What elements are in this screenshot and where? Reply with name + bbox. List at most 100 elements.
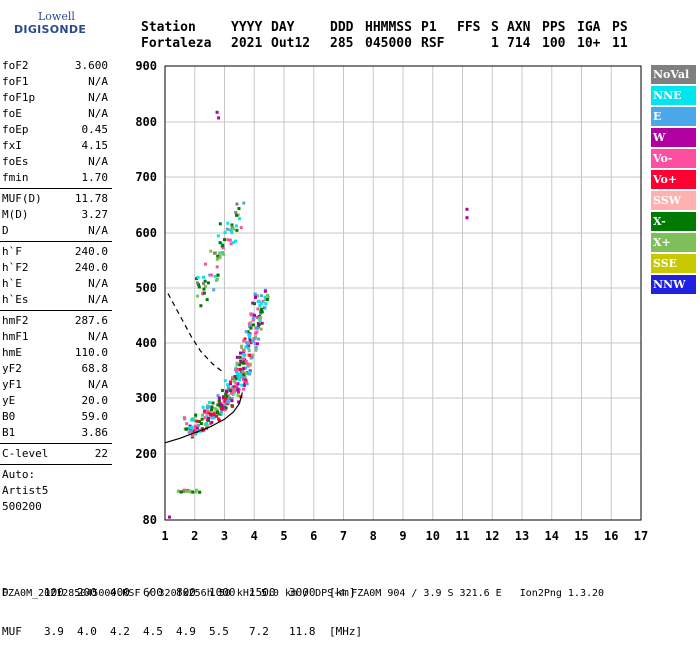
param-value: 287.6 <box>74 314 108 327</box>
echo-point <box>255 342 259 346</box>
echo-point <box>238 217 242 221</box>
echo-point <box>218 222 222 226</box>
param-row-foEs: foEs N/A <box>0 154 112 170</box>
echo-point <box>249 356 253 360</box>
echo-point <box>263 306 267 310</box>
note-text: Auto: <box>2 468 36 481</box>
echo-point <box>205 424 209 428</box>
echo-point <box>259 307 263 311</box>
param-name: h`F <box>2 245 22 258</box>
echo-point <box>218 241 222 245</box>
x-tick-label: 15 <box>574 529 588 543</box>
echo-point <box>182 488 186 492</box>
muf-distance-table: D 100 200 400 600 800 1000 1500 3000 [km… <box>2 560 362 651</box>
header-value: 11 <box>612 36 628 51</box>
echo-point <box>190 434 194 438</box>
echo-point <box>199 304 203 308</box>
echo-point <box>216 273 220 277</box>
header-value: Out12 <box>271 36 311 51</box>
y-tick-label: 400 <box>135 336 157 350</box>
ionogram-plot: 1 2 3 4 5 6 7 8 9 10 11 12 13 14 15 16 17802003004005006… <box>135 59 648 543</box>
station-header: Station YYYY DAY DDD HHMMSS P1 FFS S AXN… <box>141 20 637 52</box>
echo-point <box>247 349 251 353</box>
echo-point <box>239 351 243 355</box>
param-row-md: M(D) 3.27 <box>0 207 112 223</box>
echo-point <box>259 294 263 298</box>
header-value: 714 <box>507 36 531 51</box>
echo-point <box>235 361 239 365</box>
echo-point <box>251 301 255 305</box>
y-tick-label: 500 <box>135 281 157 295</box>
param-row-hf: h`F 240.0 <box>0 244 112 260</box>
echo-point <box>215 277 219 281</box>
echo-point <box>256 299 260 303</box>
echo-point <box>201 413 205 417</box>
muf-value: 7.2 <box>249 625 269 638</box>
echo-point <box>246 330 250 334</box>
echo-point <box>255 330 259 334</box>
echo-point <box>249 326 253 330</box>
x-tick-label: 17 <box>634 529 648 543</box>
distance-value: 1000 <box>209 586 236 599</box>
echo-point <box>191 417 195 421</box>
echo-point <box>243 337 247 341</box>
echo-point <box>232 227 236 231</box>
echo-point <box>217 419 221 423</box>
echo-point <box>195 488 199 492</box>
echo-point <box>253 336 257 340</box>
echo-point <box>220 410 224 414</box>
echo-point <box>232 379 236 383</box>
isolated-echo-point <box>465 216 469 220</box>
echo-point <box>261 299 265 303</box>
echo-point <box>226 383 230 387</box>
param-name: yE <box>2 394 16 407</box>
echo-point <box>183 416 187 420</box>
echo-point <box>176 489 180 493</box>
echo-point <box>233 385 237 389</box>
echo-point <box>217 399 221 403</box>
param-name: MUF(D) <box>2 192 42 205</box>
echo-point <box>218 404 222 408</box>
echo-point <box>212 288 216 292</box>
echo-point <box>206 409 210 413</box>
echo-point <box>257 337 261 341</box>
autoscale-note: 500200 <box>0 499 112 515</box>
header-label: PS <box>612 20 628 35</box>
distance-value: 400 <box>110 586 130 599</box>
param-name: h`F2 <box>2 261 29 274</box>
echo-point <box>244 345 248 349</box>
echo-point <box>238 372 242 376</box>
muf-value: 4.9 <box>176 625 196 638</box>
echo-point <box>189 429 193 433</box>
echo-point <box>234 239 238 243</box>
param-value: 3.27 <box>81 208 109 221</box>
distance-value: 100 <box>44 586 64 599</box>
param-row-mufd: MUF(D) 11.78 <box>0 191 112 207</box>
header-value: 2021 <box>231 36 263 51</box>
echo-point <box>220 404 224 408</box>
echo-point <box>185 490 189 494</box>
echo-point <box>259 327 263 331</box>
header-value: 285 <box>330 36 354 51</box>
param-name: foF1 <box>2 75 29 88</box>
echo-point <box>230 223 234 227</box>
echo-point <box>259 316 263 320</box>
echo-point <box>240 369 244 373</box>
param-name: foF2 <box>2 59 29 72</box>
echo-point <box>229 380 233 384</box>
isolated-echo-point <box>217 116 221 120</box>
legend-item-sse: SSE <box>651 254 696 273</box>
param-row-yf2: yF2 68.8 <box>0 361 112 377</box>
echo-point <box>241 378 245 382</box>
echo-point <box>253 292 257 296</box>
echo-point <box>230 231 234 235</box>
echo-point <box>258 318 262 322</box>
echo-point <box>236 388 240 392</box>
echo-point <box>238 378 242 382</box>
distance-value: 800 <box>176 586 196 599</box>
echo-point <box>204 262 208 266</box>
echo-point <box>230 404 234 408</box>
echo-point <box>259 311 263 315</box>
echo-point <box>208 400 212 404</box>
param-value: N/A <box>88 155 108 168</box>
